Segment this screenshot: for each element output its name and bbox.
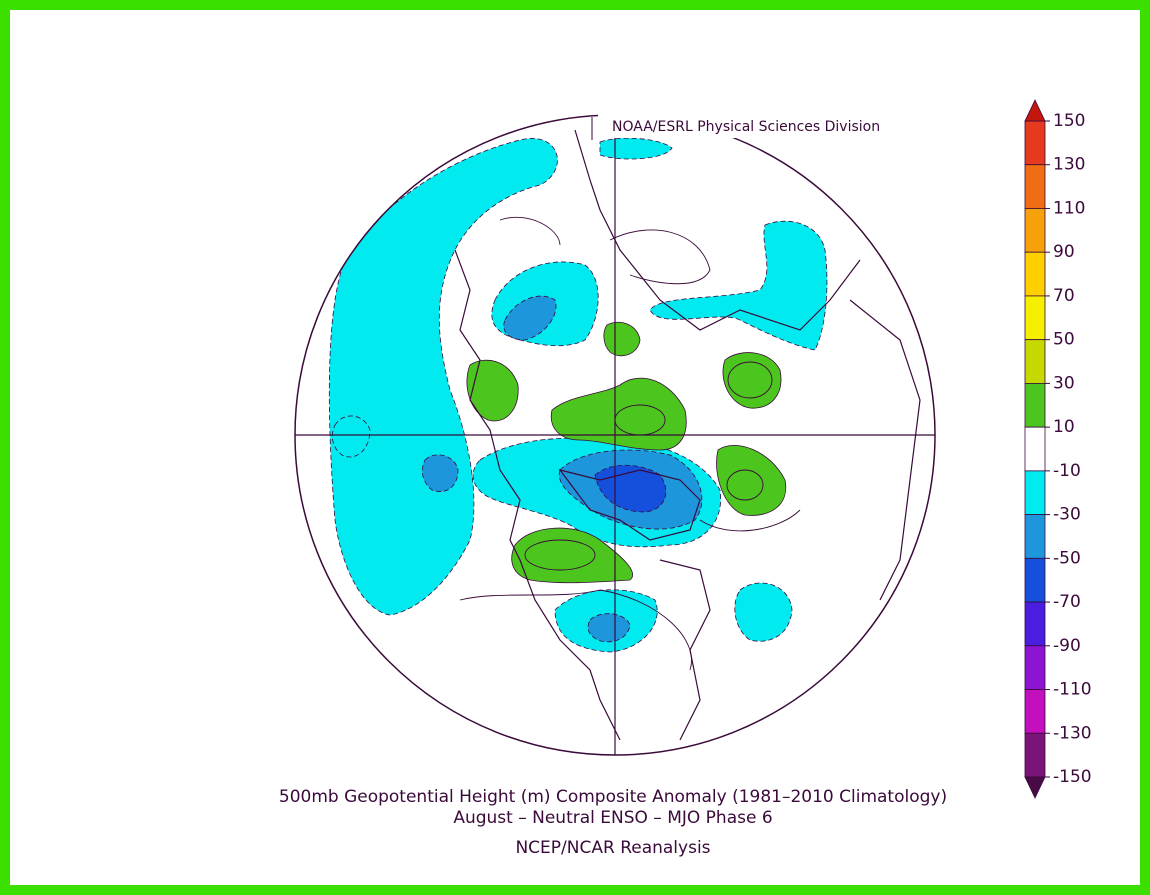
- colorbar-label: 90: [1053, 242, 1075, 262]
- coastline: [558, 469, 701, 541]
- colorbar-label: 50: [1053, 330, 1075, 350]
- colorbar-cell: [1024, 208, 1046, 253]
- contour: [726, 469, 764, 501]
- title: 500mb Geopotential Height (m) Composite …: [279, 787, 947, 807]
- contour: [524, 539, 596, 571]
- credit: NOAA/ESRL Physical Sciences Division: [612, 119, 880, 135]
- contour: [459, 589, 692, 671]
- colorbar-cell: [1024, 645, 1046, 690]
- colorbar-label: 70: [1053, 286, 1075, 306]
- colorbar-label: -150: [1053, 767, 1092, 787]
- colorbar-cell: [1024, 382, 1046, 428]
- colorbar-cell: [1024, 295, 1046, 341]
- colorbar-label: -30: [1053, 505, 1081, 525]
- colorbar-label: -70: [1053, 592, 1081, 612]
- coastline: [574, 129, 861, 331]
- anomaly-area: [649, 220, 828, 351]
- colorbar-under: [1024, 776, 1046, 799]
- colorbar-label: -50: [1053, 548, 1081, 568]
- coastline: [849, 299, 921, 601]
- credit-box: [598, 112, 928, 138]
- anomaly-area: [599, 137, 673, 160]
- coastline: [454, 249, 621, 741]
- colorbar-cell: [1024, 470, 1046, 516]
- colorbar-cell: [1024, 120, 1046, 166]
- anomaly-area: [716, 445, 787, 516]
- colorbar-cell: [1024, 601, 1046, 647]
- colorbar-cell: [1024, 689, 1046, 734]
- colorbar-label: 110: [1053, 198, 1085, 218]
- colorbar-cell: [1024, 514, 1046, 559]
- anomaly-area: [722, 352, 782, 409]
- contour: [609, 229, 711, 285]
- anomaly-area: [331, 415, 371, 458]
- anomaly-area: [550, 377, 687, 451]
- colorbar-label: 150: [1053, 111, 1085, 131]
- map: [328, 129, 921, 741]
- anomaly-area: [734, 582, 793, 642]
- colorbar-label: -110: [1053, 680, 1092, 700]
- anomaly-area: [587, 613, 631, 643]
- colorbar-label: 30: [1053, 373, 1075, 393]
- figure: NOAA/ESRL Physical Sciences Division 150…: [10, 10, 1140, 885]
- colorbar-label: -130: [1053, 723, 1092, 743]
- colorbar-cell: [1024, 339, 1046, 384]
- anomaly-area: [603, 321, 641, 357]
- coastline: [659, 559, 711, 741]
- source: NCEP/NCAR Reanalysis: [515, 838, 710, 858]
- anomaly-area: [503, 295, 557, 341]
- colorbar-label: -10: [1053, 461, 1081, 481]
- contour: [727, 361, 773, 399]
- colorbar-label: -90: [1053, 636, 1081, 656]
- contour: [699, 509, 801, 532]
- colorbar-cell: [1024, 164, 1046, 209]
- anomaly-area: [328, 138, 558, 616]
- colorbar-label: 10: [1053, 417, 1075, 437]
- subtitle: August – Neutral ENSO – MJO Phase 6: [453, 808, 772, 828]
- colorbar-cell: [1024, 557, 1046, 603]
- colorbar-cell: [1024, 426, 1046, 472]
- colorbar-cell: [1024, 251, 1046, 297]
- contour: [499, 216, 561, 246]
- colorbar: 150 130 110 90 70 50 30 10 -10 -30 -50 -70 -90 -110 -1…: [1024, 99, 1092, 799]
- anomaly-area: [421, 454, 459, 492]
- colorbar-over: [1024, 99, 1046, 122]
- colorbar-label: 130: [1053, 155, 1085, 175]
- colorbar-cell: [1024, 732, 1046, 778]
- anomaly-area: [466, 359, 519, 422]
